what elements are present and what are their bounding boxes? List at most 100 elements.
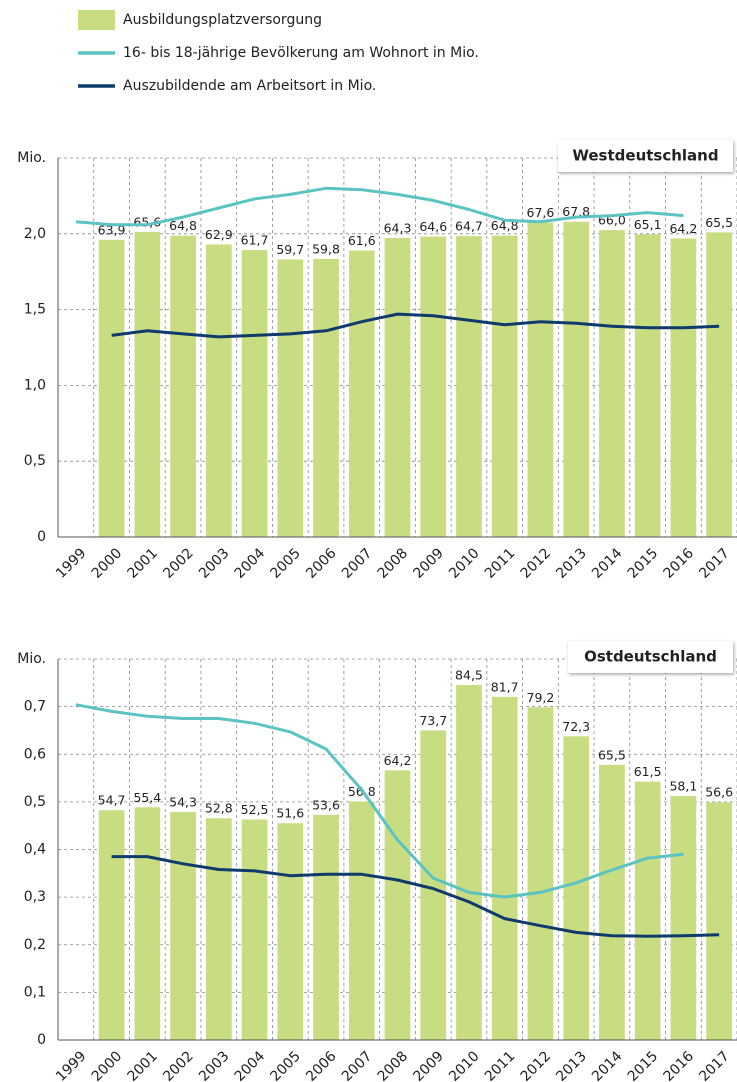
- data-label: 61,6: [348, 233, 376, 248]
- line-series: [111, 312, 720, 339]
- bar: [205, 244, 232, 537]
- data-label: 72,3: [562, 719, 590, 734]
- bar: [241, 819, 268, 1040]
- bar: [491, 235, 518, 537]
- x-tick-label: 2006: [303, 1048, 340, 1082]
- legend-label: Auszubildende am Arbeitsort in Mio.: [123, 78, 376, 94]
- bar: [348, 801, 375, 1040]
- data-label: 58,1: [669, 778, 697, 793]
- y-tick-label: 0,1: [24, 984, 46, 1000]
- y-tick-label: 2,0: [24, 226, 46, 242]
- data-label: 55,4: [133, 790, 161, 805]
- line-series: [111, 855, 720, 938]
- x-tick-label: 2011: [482, 545, 519, 582]
- y-tick-label: 0,6: [24, 746, 46, 762]
- bar: [527, 707, 554, 1040]
- x-tick-label: 2001: [124, 1048, 161, 1082]
- line-series: [75, 703, 684, 899]
- data-label: 61,7: [241, 233, 269, 248]
- x-tick-label: 2010: [446, 545, 483, 582]
- data-label: 54,7: [98, 793, 126, 808]
- x-tick-label: 2008: [375, 545, 412, 582]
- bar: [706, 802, 732, 1040]
- x-tick-label: 2004: [232, 1048, 269, 1082]
- data-label: 73,7: [419, 713, 447, 728]
- title-box: [558, 140, 733, 172]
- x-tick-label: 2014: [589, 545, 626, 582]
- data-label: 59,7: [276, 242, 304, 257]
- x-tick-label: 2017: [696, 545, 733, 582]
- data-label: 81,7: [491, 679, 519, 694]
- bar: [456, 236, 482, 537]
- bar: [563, 221, 590, 537]
- y-tick-label: 1,5: [24, 302, 46, 318]
- legend-label: 16- bis 18-jährige Bevölkerung am Wohnor…: [123, 45, 479, 61]
- bar: [170, 235, 196, 537]
- title-box: [568, 641, 733, 673]
- bar: [384, 770, 411, 1040]
- data-label: 59,8: [312, 241, 340, 256]
- x-tick-label: 2010: [446, 1048, 483, 1082]
- x-tick-label: 2012: [518, 1048, 555, 1082]
- x-tick-label: 2013: [553, 1048, 590, 1082]
- y-tick-label: 0,4: [24, 842, 46, 858]
- bar: [384, 237, 411, 537]
- y-tick-label: 0,5: [24, 453, 46, 469]
- data-label: 64,6: [419, 219, 447, 234]
- bar: [205, 818, 232, 1040]
- y-tick-label: Mio.: [17, 651, 46, 667]
- data-label: 62,9: [205, 227, 233, 242]
- x-tick-label: 2016: [661, 1048, 698, 1082]
- data-label: 53,6: [312, 797, 340, 812]
- x-tick-label: 2000: [89, 545, 126, 582]
- data-label: 64,8: [169, 218, 197, 233]
- bar: [313, 814, 339, 1040]
- x-tick-label: 2003: [196, 1048, 233, 1082]
- x-tick-label: 2017: [696, 1048, 733, 1082]
- bar: [491, 696, 518, 1040]
- bar: [706, 232, 732, 537]
- x-tick-label: 2002: [160, 1048, 197, 1082]
- y-tick-label: 0: [37, 1032, 46, 1048]
- bar: [599, 764, 625, 1040]
- x-tick-label: 2001: [124, 545, 161, 582]
- x-tick-label: 2000: [89, 1048, 126, 1082]
- bar: [563, 736, 590, 1040]
- bar: [420, 236, 447, 537]
- bar: [527, 222, 554, 537]
- x-tick-label: 2004: [232, 545, 269, 582]
- bar: [170, 811, 196, 1040]
- legend-label: Ausbildungsplatzversorgung: [123, 12, 322, 28]
- data-label: 52,5: [241, 802, 269, 817]
- data-label: 64,3: [384, 220, 412, 235]
- data-label: 67,6: [527, 205, 555, 220]
- data-label: 79,2: [527, 690, 555, 705]
- x-tick-label: 2005: [267, 545, 304, 582]
- chart-title: Westdeutschland: [572, 147, 718, 165]
- bar: [241, 250, 268, 537]
- bar: [634, 234, 661, 538]
- x-tick-label: 2009: [410, 1048, 447, 1082]
- bar: [634, 781, 661, 1040]
- chart-title: Ostdeutschland: [584, 648, 717, 666]
- x-tick-label: 1999: [53, 1048, 90, 1082]
- data-label: 65,1: [634, 217, 662, 232]
- x-tick-label: 2013: [553, 545, 590, 582]
- data-label: 84,5: [455, 668, 483, 683]
- data-label: 64,2: [384, 753, 412, 768]
- bar: [599, 230, 625, 537]
- y-tick-label: 0,7: [24, 699, 46, 715]
- data-label: 64,7: [455, 219, 483, 234]
- y-tick-label: 0: [37, 529, 46, 545]
- x-tick-label: 2008: [375, 1048, 412, 1082]
- bar: [98, 239, 125, 537]
- x-tick-label: 2015: [625, 1048, 662, 1082]
- bar: [670, 238, 697, 537]
- data-label: 56,6: [705, 785, 733, 800]
- x-tick-label: 2006: [303, 545, 340, 582]
- x-tick-label: 2012: [518, 545, 555, 582]
- data-label: 61,5: [634, 764, 662, 779]
- bar: [277, 259, 304, 537]
- bar: [670, 795, 697, 1040]
